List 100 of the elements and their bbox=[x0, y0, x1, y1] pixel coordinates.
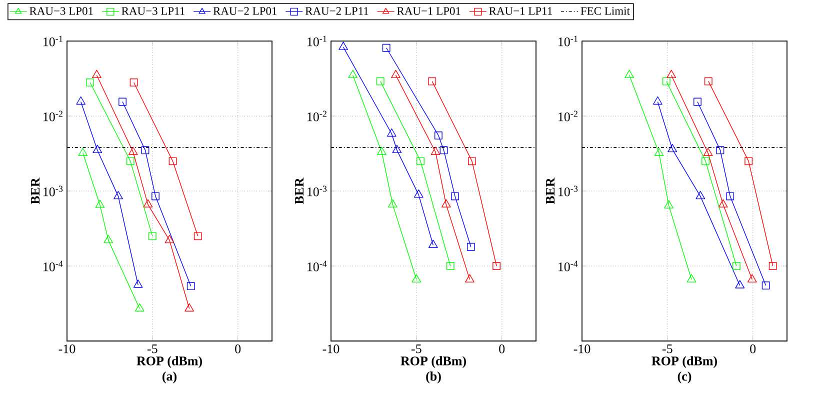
point bbox=[744, 157, 753, 166]
point bbox=[412, 274, 422, 282]
point bbox=[428, 240, 438, 248]
point bbox=[668, 144, 678, 152]
point bbox=[416, 157, 424, 166]
point bbox=[338, 42, 348, 50]
legend-label: RAU−2 LP11 bbox=[305, 7, 368, 15]
legend-label: FEC Limit bbox=[580, 7, 630, 15]
point bbox=[143, 199, 153, 208]
point bbox=[716, 146, 724, 154]
x-tick-label: 0 bbox=[499, 344, 505, 354]
point bbox=[168, 157, 177, 166]
point bbox=[186, 282, 195, 290]
point bbox=[391, 70, 400, 78]
point bbox=[696, 190, 706, 200]
point bbox=[392, 144, 402, 154]
text: (c) bbox=[678, 372, 692, 384]
y-tick-label: 10$^{-4}$ bbox=[44, 260, 63, 272]
legend-label: RAU−3 LP01 bbox=[30, 7, 93, 15]
x-axis-title: ROP (dBm) bbox=[652, 356, 717, 368]
point bbox=[118, 98, 126, 106]
point bbox=[430, 146, 440, 155]
x-tick-label: 0 bbox=[750, 344, 756, 354]
point bbox=[382, 44, 390, 52]
x-tick-label: -5 bbox=[411, 344, 422, 354]
point bbox=[348, 70, 358, 78]
point bbox=[704, 77, 712, 86]
point bbox=[653, 96, 662, 105]
x-tick-label: -10 bbox=[58, 344, 76, 354]
legend-label: RAU−1 LP11 bbox=[489, 7, 552, 15]
x-axis-title: ROP (dBm) bbox=[400, 356, 466, 368]
x-tick-label: 0 bbox=[235, 344, 241, 354]
y-tick-label: 10$^{-2}$ bbox=[558, 110, 578, 122]
point bbox=[465, 274, 474, 282]
y-tick-label: 10$^{-3}$ bbox=[308, 186, 327, 196]
point bbox=[703, 148, 713, 156]
point bbox=[164, 234, 174, 244]
y-axis-title: BER bbox=[546, 178, 555, 204]
point bbox=[762, 282, 770, 290]
point bbox=[428, 77, 436, 86]
x-tick-label: -5 bbox=[662, 344, 672, 354]
point bbox=[148, 232, 156, 240]
x-tick-label: -10 bbox=[322, 344, 340, 354]
point bbox=[624, 70, 634, 78]
point bbox=[466, 242, 475, 251]
point bbox=[194, 232, 202, 240]
y-tick-label: 10$^{-2}$ bbox=[308, 110, 326, 122]
point bbox=[388, 199, 398, 208]
y-tick-label: 10$^{-1}$ bbox=[44, 36, 62, 46]
legend-label: RAU−1 LP01 bbox=[397, 7, 460, 15]
point bbox=[468, 157, 476, 166]
x-tick-label: -10 bbox=[574, 344, 590, 354]
point bbox=[92, 144, 102, 154]
point bbox=[702, 157, 710, 166]
point bbox=[386, 128, 396, 137]
point bbox=[377, 146, 386, 155]
point bbox=[126, 157, 134, 166]
point bbox=[768, 262, 777, 270]
point bbox=[664, 200, 674, 208]
point bbox=[662, 77, 670, 86]
point bbox=[78, 148, 88, 156]
point bbox=[694, 98, 702, 106]
point bbox=[128, 146, 138, 155]
y-tick-label: 10$^{-3}$ bbox=[558, 186, 578, 196]
text: (a) bbox=[162, 372, 177, 384]
point bbox=[735, 280, 745, 288]
point bbox=[654, 148, 664, 156]
point bbox=[718, 199, 728, 208]
point bbox=[666, 70, 676, 78]
y-tick-label: 10$^{-1}$ bbox=[558, 36, 578, 46]
point bbox=[732, 262, 740, 270]
point bbox=[130, 78, 138, 86]
point bbox=[726, 192, 734, 200]
point bbox=[434, 132, 442, 140]
point bbox=[492, 262, 500, 270]
point bbox=[86, 78, 94, 86]
point bbox=[441, 199, 451, 208]
point bbox=[104, 234, 114, 244]
x-axis-title: ROP (dBm) bbox=[136, 356, 202, 368]
point bbox=[446, 262, 454, 270]
point bbox=[76, 96, 86, 105]
y-tick-label: 10$^{-1}$ bbox=[308, 36, 326, 46]
y-axis-title: BER bbox=[30, 178, 40, 204]
point bbox=[134, 303, 144, 312]
y-tick-label: 10$^{-2}$ bbox=[44, 110, 62, 122]
y-tick-label: 10$^{-4}$ bbox=[558, 260, 578, 272]
legend-label: RAU−3 LP11 bbox=[122, 7, 184, 15]
point bbox=[141, 146, 150, 154]
point bbox=[114, 190, 123, 200]
point bbox=[686, 274, 696, 282]
legend-label: RAU−2 LP01 bbox=[213, 7, 277, 15]
point bbox=[747, 274, 757, 282]
point bbox=[451, 192, 459, 200]
point bbox=[376, 77, 384, 86]
point bbox=[184, 303, 194, 312]
point bbox=[92, 70, 102, 78]
x-tick-label: -5 bbox=[147, 344, 158, 354]
point bbox=[95, 200, 105, 208]
y-tick-label: 10$^{-3}$ bbox=[44, 186, 63, 196]
point bbox=[414, 189, 424, 198]
